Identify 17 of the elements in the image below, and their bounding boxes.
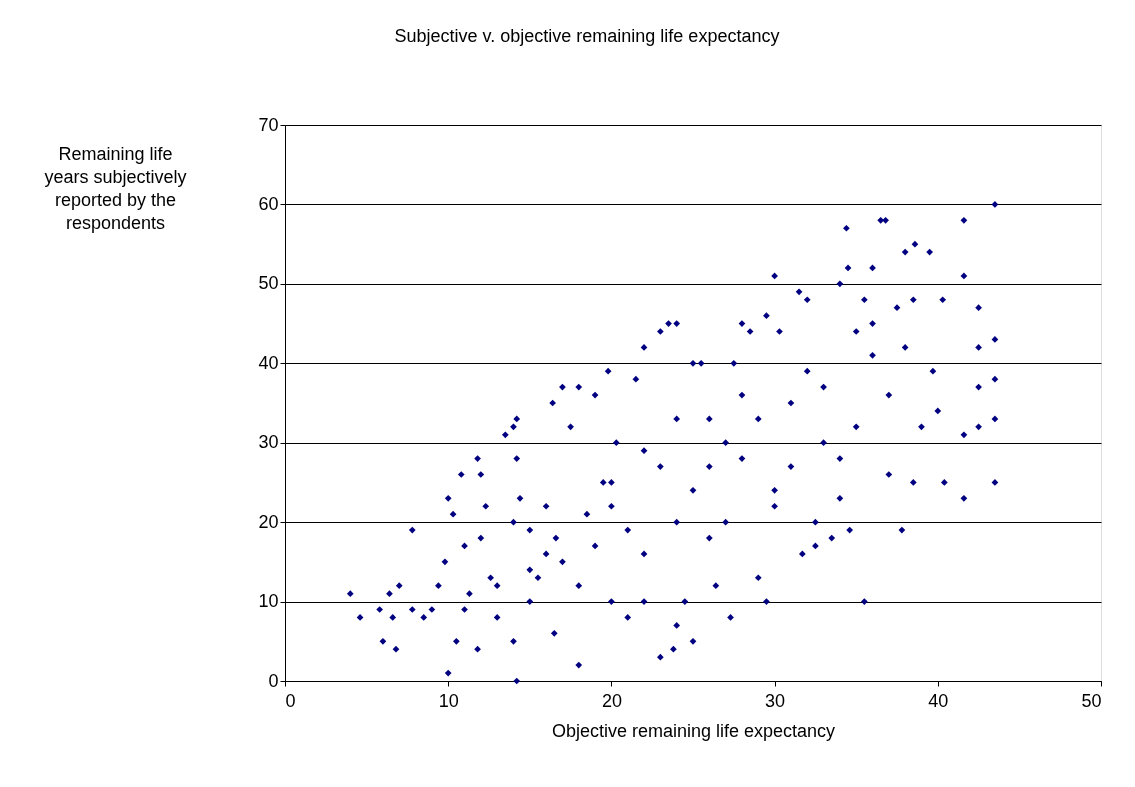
x-tick-label: 20 bbox=[601, 690, 622, 711]
x-tick-label: 50 bbox=[1081, 690, 1102, 711]
x-tick-label: 30 bbox=[765, 690, 786, 711]
x-tick-label: 10 bbox=[438, 690, 459, 711]
chart-title: Subjective v. objective remaining life expectancy bbox=[394, 26, 780, 46]
y-tick-label: 50 bbox=[258, 273, 279, 294]
y-tick-label: 40 bbox=[258, 352, 279, 373]
y-tick-label: 70 bbox=[258, 114, 279, 135]
x-tick-label: 40 bbox=[928, 690, 949, 711]
y-axis-title: Remaining life years subjectively reported by the respondents bbox=[44, 143, 187, 233]
y-tick-label: 0 bbox=[268, 670, 279, 691]
x-tick-label: 0 bbox=[285, 690, 296, 711]
y-tick-label: 10 bbox=[258, 591, 279, 612]
y-tick-label: 60 bbox=[258, 193, 279, 214]
y-tick-label: 20 bbox=[258, 511, 279, 532]
y-tick-label: 30 bbox=[258, 432, 279, 453]
x-axis-title: Objective remaining life expectancy bbox=[551, 720, 836, 741]
